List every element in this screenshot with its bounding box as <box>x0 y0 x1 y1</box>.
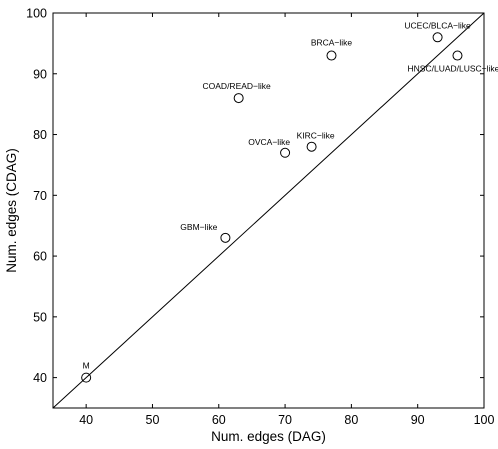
y-tick-label: 60 <box>33 250 47 264</box>
point-label: M <box>83 361 90 371</box>
data-point <box>233 93 244 104</box>
y-tick-label: 50 <box>33 310 47 324</box>
data-point <box>220 232 231 243</box>
y-tick-label: 40 <box>33 371 47 385</box>
point-label: KIRC−like <box>297 131 335 141</box>
point-label: COAD/READ−like <box>203 81 272 91</box>
data-point <box>280 147 291 158</box>
x-tick-label: 50 <box>146 413 160 427</box>
y-axis-label: Num. edges (CDAG) <box>4 148 19 273</box>
data-point <box>452 50 463 61</box>
data-point <box>81 372 92 383</box>
y-tick-label: 70 <box>33 189 47 203</box>
point-label: UCEC/BLCA−like <box>404 20 471 30</box>
x-tick-label: 80 <box>344 413 358 427</box>
x-tick-label: 60 <box>212 413 226 427</box>
data-point <box>326 50 337 61</box>
x-tick-label: 40 <box>79 413 93 427</box>
point-label: OVCA−like <box>248 137 290 147</box>
data-point <box>432 32 443 43</box>
data-point <box>306 141 317 152</box>
x-tick-label: 90 <box>411 413 425 427</box>
y-tick-label: 80 <box>33 128 47 142</box>
point-label: HNSC/LUAD/LUSC−like <box>408 64 498 74</box>
x-axis-label: Num. edges (DAG) <box>211 429 326 444</box>
x-tick-label: 100 <box>474 413 495 427</box>
point-label: BRCA−like <box>311 38 353 48</box>
y-tick-label: 100 <box>26 7 47 21</box>
x-tick-label: 70 <box>278 413 292 427</box>
y-tick-label: 90 <box>33 67 47 81</box>
point-label: GBM−like <box>180 222 217 232</box>
reference-line <box>52 12 485 409</box>
plot-frame <box>52 12 485 409</box>
